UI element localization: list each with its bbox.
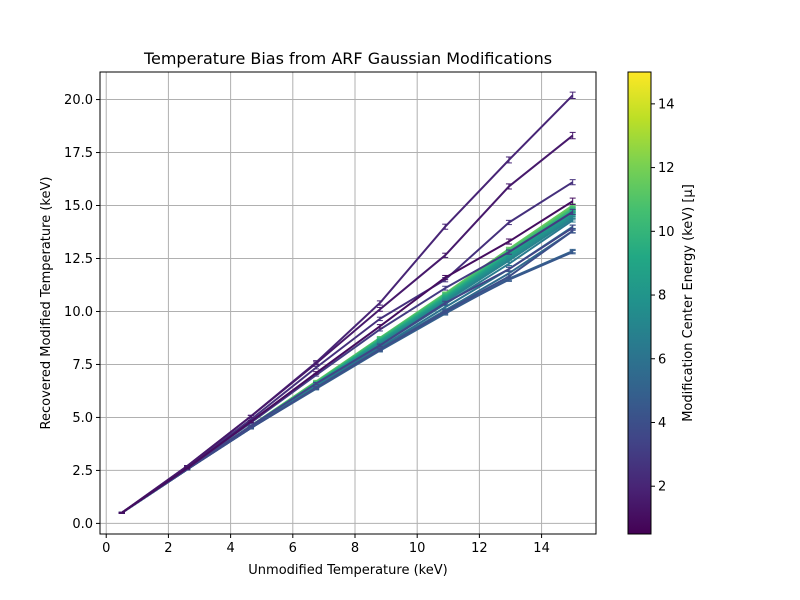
x-tick-label: 2 <box>164 541 172 556</box>
colorbar-tick-label: 4 <box>658 416 666 431</box>
series-line <box>121 200 574 514</box>
x-axis-label: Unmodified Temperature (keV) <box>248 563 447 578</box>
series-group <box>118 197 576 514</box>
series-line <box>121 250 574 514</box>
x-tick-label: 14 <box>533 541 550 556</box>
colorbar-tick-label: 6 <box>658 352 666 367</box>
colorbar-tick-label: 8 <box>658 289 666 304</box>
colorbar-tick-label: 12 <box>658 161 675 176</box>
x-tick-label: 0 <box>102 541 110 556</box>
y-tick-label: 2.5 <box>72 464 93 479</box>
series-line <box>121 251 574 514</box>
colorbar-tick-label: 10 <box>658 225 675 240</box>
y-tick-label: 7.5 <box>72 358 93 373</box>
colorbar-tick-label: 2 <box>658 480 666 495</box>
chart-title: Temperature Bias from ARF Gaussian Modif… <box>143 49 552 68</box>
series-group <box>118 91 576 514</box>
x-tick-label: 10 <box>409 541 426 556</box>
series-line <box>121 94 574 514</box>
y-tick-label: 0.0 <box>72 517 93 532</box>
y-tick-label: 5.0 <box>72 411 93 426</box>
series-layer <box>118 91 576 514</box>
grid <box>100 72 596 534</box>
y-tick-label: 17.5 <box>64 146 93 161</box>
x-tick-label: 12 <box>471 541 488 556</box>
x-tick-label: 4 <box>226 541 234 556</box>
series-line <box>121 134 574 514</box>
y-tick-label: 20.0 <box>64 93 93 108</box>
x-tick-label: 8 <box>351 541 359 556</box>
y-tick-label: 10.0 <box>64 305 93 320</box>
colorbar-tick-label: 14 <box>658 97 675 112</box>
y-axis-label: Recovered Modified Temperature (keV) <box>39 177 54 430</box>
series-group <box>118 248 576 514</box>
series-line <box>121 226 574 514</box>
series-group <box>118 131 576 514</box>
colorbar-ticks: 2 4 6 8 10 12 14 <box>651 97 675 495</box>
y-tick-label: 15.0 <box>64 199 93 214</box>
series-group <box>118 179 576 514</box>
series-group <box>118 249 576 514</box>
colorbar-label: Modification Center Energy (keV) [μ] <box>681 184 696 422</box>
x-tick-label: 6 <box>289 541 297 556</box>
x-axis: 0 2 4 6 8 10 12 14 <box>102 534 550 556</box>
y-axis: 0.0 2.5 5.0 7.5 10.0 12.5 15.0 17.5 20.0 <box>64 93 100 532</box>
y-tick-label: 12.5 <box>64 252 93 267</box>
plot-frame <box>99 71 597 535</box>
colorbar <box>627 71 652 535</box>
